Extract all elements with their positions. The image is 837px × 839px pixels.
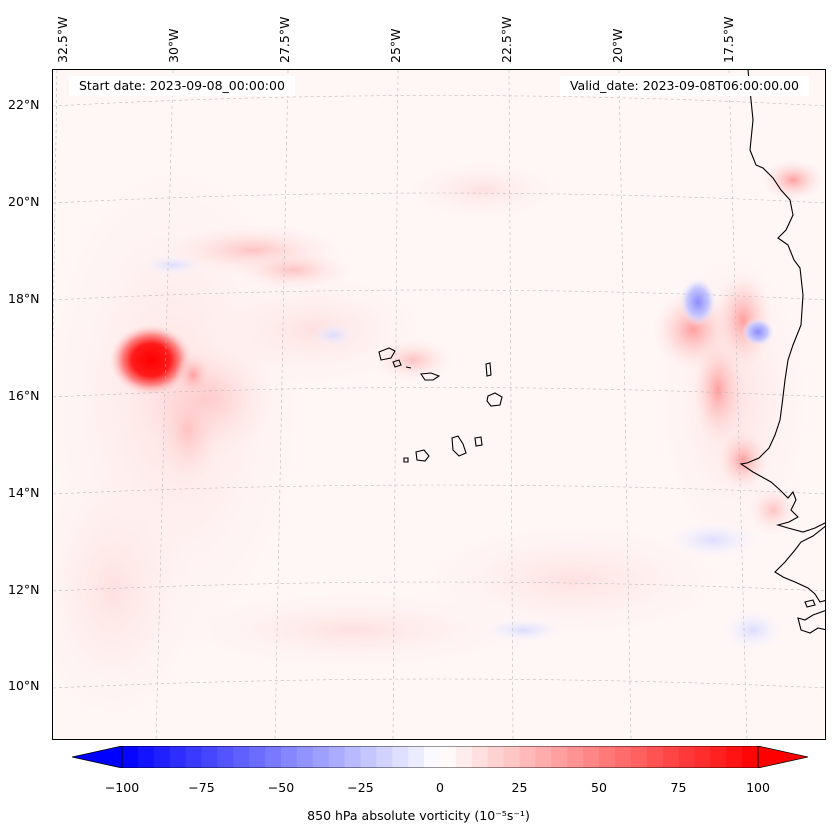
colorbar-segment — [471, 746, 489, 768]
longitude-label: 25°W — [388, 28, 403, 63]
colorbar-segment — [201, 746, 218, 768]
colorbar-segment — [503, 746, 520, 768]
colorbar-segment — [344, 746, 361, 768]
colorbar-segment — [535, 746, 552, 768]
colorbar-segment — [169, 746, 187, 768]
longitude-label: 30°W — [166, 28, 181, 63]
colorbar-segment — [424, 746, 441, 768]
colorbar-tick-label: −100 — [104, 780, 140, 795]
colorbar-tick-label: 50 — [591, 780, 607, 795]
colorbar-min-arrow — [72, 746, 123, 768]
latitude-label: 20°N — [8, 194, 40, 209]
colorbar-segment — [567, 746, 584, 768]
colorbar — [72, 746, 808, 768]
cape-verde-islands — [378, 347, 503, 463]
colorbar-segment — [153, 746, 171, 768]
colorbar-segment — [487, 746, 505, 768]
colorbar-tick-label: −25 — [347, 780, 374, 795]
colorbar-segment — [328, 746, 346, 768]
vorticity-field-shading — [53, 140, 823, 730]
latitude-label: 18°N — [8, 291, 40, 306]
colorbar-segment — [217, 746, 234, 768]
colorbar-segment — [408, 746, 425, 768]
colorbar-label: 850 hPa absolute vorticity (10⁻⁵s⁻¹) — [307, 808, 530, 823]
longitude-label: 32.5°W — [55, 16, 70, 63]
colorbar-tick-label: −50 — [267, 780, 295, 795]
colorbar-segment — [265, 746, 282, 768]
latitude-label: 22°N — [8, 97, 40, 112]
colorbar-segment — [137, 746, 155, 768]
colorbar-tick-label: 0 — [436, 780, 444, 795]
colorbar-segment — [455, 746, 473, 768]
colorbar-segment — [614, 746, 632, 768]
colorbar-segment — [646, 746, 664, 768]
colorbar-segment — [440, 746, 457, 768]
colorbar-segment — [551, 746, 568, 768]
colorbar-segment — [710, 746, 727, 768]
colorbar-segment — [360, 746, 377, 768]
colorbar-tick-label: −75 — [188, 780, 215, 795]
colorbar-segment — [662, 746, 679, 768]
colorbar-segment — [694, 746, 711, 768]
latitude-label: 12°N — [8, 582, 40, 597]
latitude-label: 10°N — [8, 678, 40, 693]
colorbar-segment — [519, 746, 536, 768]
colorbar-tick-label: 25 — [511, 780, 528, 795]
start-date-label: Start date: 2023-09-08_00:00:00 — [69, 76, 295, 96]
latitude-label: 14°N — [8, 485, 40, 500]
latitude-label: 16°N — [8, 388, 40, 403]
colorbar-segment — [312, 746, 330, 768]
colorbar-segment — [392, 746, 409, 768]
colorbar-segment — [296, 746, 314, 768]
colorbar-max-arrow — [757, 746, 808, 768]
colorbar-segment — [599, 746, 616, 768]
colorbar-segment — [678, 746, 695, 768]
longitude-label: 20°W — [610, 28, 625, 63]
colorbar-segment — [249, 746, 266, 768]
longitude-label: 17.5°W — [721, 16, 736, 63]
colorbar-segment — [742, 746, 759, 768]
longitude-label: 22.5°W — [499, 16, 514, 63]
colorbar-tick-label: 100 — [746, 780, 770, 795]
colorbar-segment — [583, 746, 600, 768]
colorbar-segment — [122, 746, 139, 768]
longitude-label: 27.5°W — [277, 16, 292, 63]
colorbar-tick-label: 75 — [670, 780, 687, 795]
vorticity-map — [53, 70, 825, 739]
colorbar-segment — [376, 746, 393, 768]
valid-date-label: Valid_date: 2023-09-08T06:00:00.00 — [559, 76, 809, 96]
cyclone-vortex-max — [109, 324, 193, 396]
colorbar-segment — [233, 746, 250, 768]
colorbar-segment — [630, 746, 648, 768]
colorbar-segment — [726, 746, 743, 768]
colorbar-segment — [281, 746, 298, 768]
west-africa-coastline — [739, 70, 825, 634]
graticule-lines — [53, 70, 825, 739]
colorbar-segment — [185, 746, 202, 768]
map-panel: Start date: 2023-09-08_00:00:00 Valid_da… — [52, 69, 826, 740]
